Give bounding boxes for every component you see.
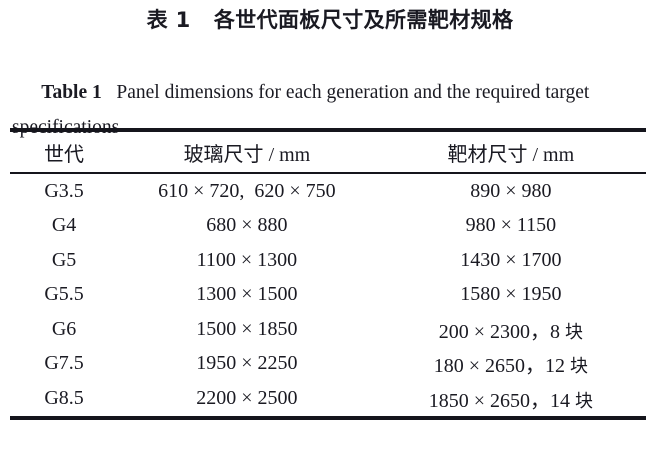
cell-glass-size: 1100 × 1300 (196, 248, 298, 271)
column-header-glass-size: 玻璃尺寸 / mm (118, 132, 376, 172)
cell-target-size-value: 1580 × 1950 (460, 283, 562, 306)
caption-block: 表 1 各世代面板尺寸及所需靶材规格 Table 1 Panel dimensi… (0, 0, 660, 180)
column-header-glass-size-unit: / mm (263, 143, 311, 166)
cell-glass-size: 1500 × 1850 (196, 317, 298, 340)
caption-english: Table 1 Panel dimensions for each genera… (12, 40, 648, 180)
caption-english-text: Panel dimensions for each generation and… (12, 82, 590, 138)
cell-glass-size: 680 × 880 (206, 214, 288, 237)
table-row: G8.5 2200 × 2500 1850 × 2650，14 块 (10, 381, 646, 416)
cell-target-size-value: 200 × 2300，8 (438, 320, 565, 343)
cell-target-size: 1850 × 2650，14 块 (376, 381, 646, 416)
column-header-glass-size-label: 玻璃尺寸 (183, 141, 264, 166)
table-row: G5 1100 × 1300 1430 × 1700 (10, 243, 646, 278)
cell-generation: G5.5 (44, 283, 84, 306)
table-row: G6 1500 × 1850 200 × 2300，8 块 (10, 312, 646, 347)
cell-target-size: 1580 × 1950 (376, 278, 646, 313)
table-row: G5.5 1300 × 1500 1580 × 1950 (10, 278, 646, 313)
data-table-container: 世代 玻璃尺寸 / mm 靶材尺寸 / mm (10, 128, 646, 420)
table-header: 世代 玻璃尺寸 / mm 靶材尺寸 / mm (10, 132, 646, 172)
cell-glass-size: 1950 × 2250 (196, 352, 298, 375)
table-rule-bottom (10, 415, 646, 420)
cell-target-size: 200 × 2300，8 块 (376, 312, 646, 347)
panel-dimensions-table: 世代 玻璃尺寸 / mm 靶材尺寸 / mm (10, 132, 646, 172)
cell-target-size-value: 180 × 2650，12 (433, 355, 570, 378)
cell-glass-size: 1300 × 1500 (196, 283, 298, 306)
column-header-generation: 世代 (10, 132, 118, 172)
column-header-target-size: 靶材尺寸 / mm (376, 132, 646, 172)
cell-target-size-value: 1430 × 1700 (460, 248, 562, 271)
table-rule-middle (10, 172, 646, 174)
caption-chinese: 表 1 各世代面板尺寸及所需靶材规格 (146, 8, 514, 32)
panel-dimensions-table-body: G3.5 610 × 720, 620 × 750 890 × 980 G4 6… (10, 174, 646, 416)
cell-target-size-value: 980 × 1150 (465, 214, 557, 237)
table-body: G3.5 610 × 720, 620 × 750 890 × 980 G4 6… (10, 174, 646, 416)
cell-target-size: 980 × 1150 (376, 209, 646, 244)
cell-generation: G5 (51, 248, 77, 271)
cell-generation: G3.5 (44, 179, 84, 202)
cell-target-size: 180 × 2650，12 块 (376, 347, 646, 382)
cell-target-size-value: 890 × 980 (470, 179, 552, 202)
column-header-target-size-unit: / mm (527, 143, 575, 166)
cell-target-size-count: 块 (564, 321, 583, 343)
cell-generation: G4 (51, 214, 77, 237)
cell-target-size-count: 块 (569, 356, 588, 378)
cell-glass-size: 610 × 720, 620 × 750 (158, 179, 336, 202)
column-header-target-size-label: 靶材尺寸 (447, 141, 528, 166)
cell-generation: G8.5 (44, 386, 84, 409)
column-header-generation-label: 世代 (44, 141, 85, 166)
cell-target-size: 890 × 980 (376, 174, 646, 209)
cell-target-size: 1430 × 1700 (376, 243, 646, 278)
table-row: G7.5 1950 × 2250 180 × 2650，12 块 (10, 347, 646, 382)
cell-generation: G6 (51, 317, 77, 340)
table-row: G3.5 610 × 720, 620 × 750 890 × 980 (10, 174, 646, 209)
cell-glass-size: 2200 × 2500 (196, 386, 298, 409)
table-rule-top (10, 128, 646, 132)
cell-generation: G7.5 (44, 352, 84, 375)
cell-target-size-count: 块 (574, 390, 593, 412)
caption-english-label: Table 1 (41, 82, 102, 103)
cell-target-size-value: 1850 × 2650，14 (428, 389, 575, 412)
table-header-row: 世代 玻璃尺寸 / mm 靶材尺寸 / mm (10, 132, 646, 172)
table-row: G4 680 × 880 980 × 1150 (10, 209, 646, 244)
